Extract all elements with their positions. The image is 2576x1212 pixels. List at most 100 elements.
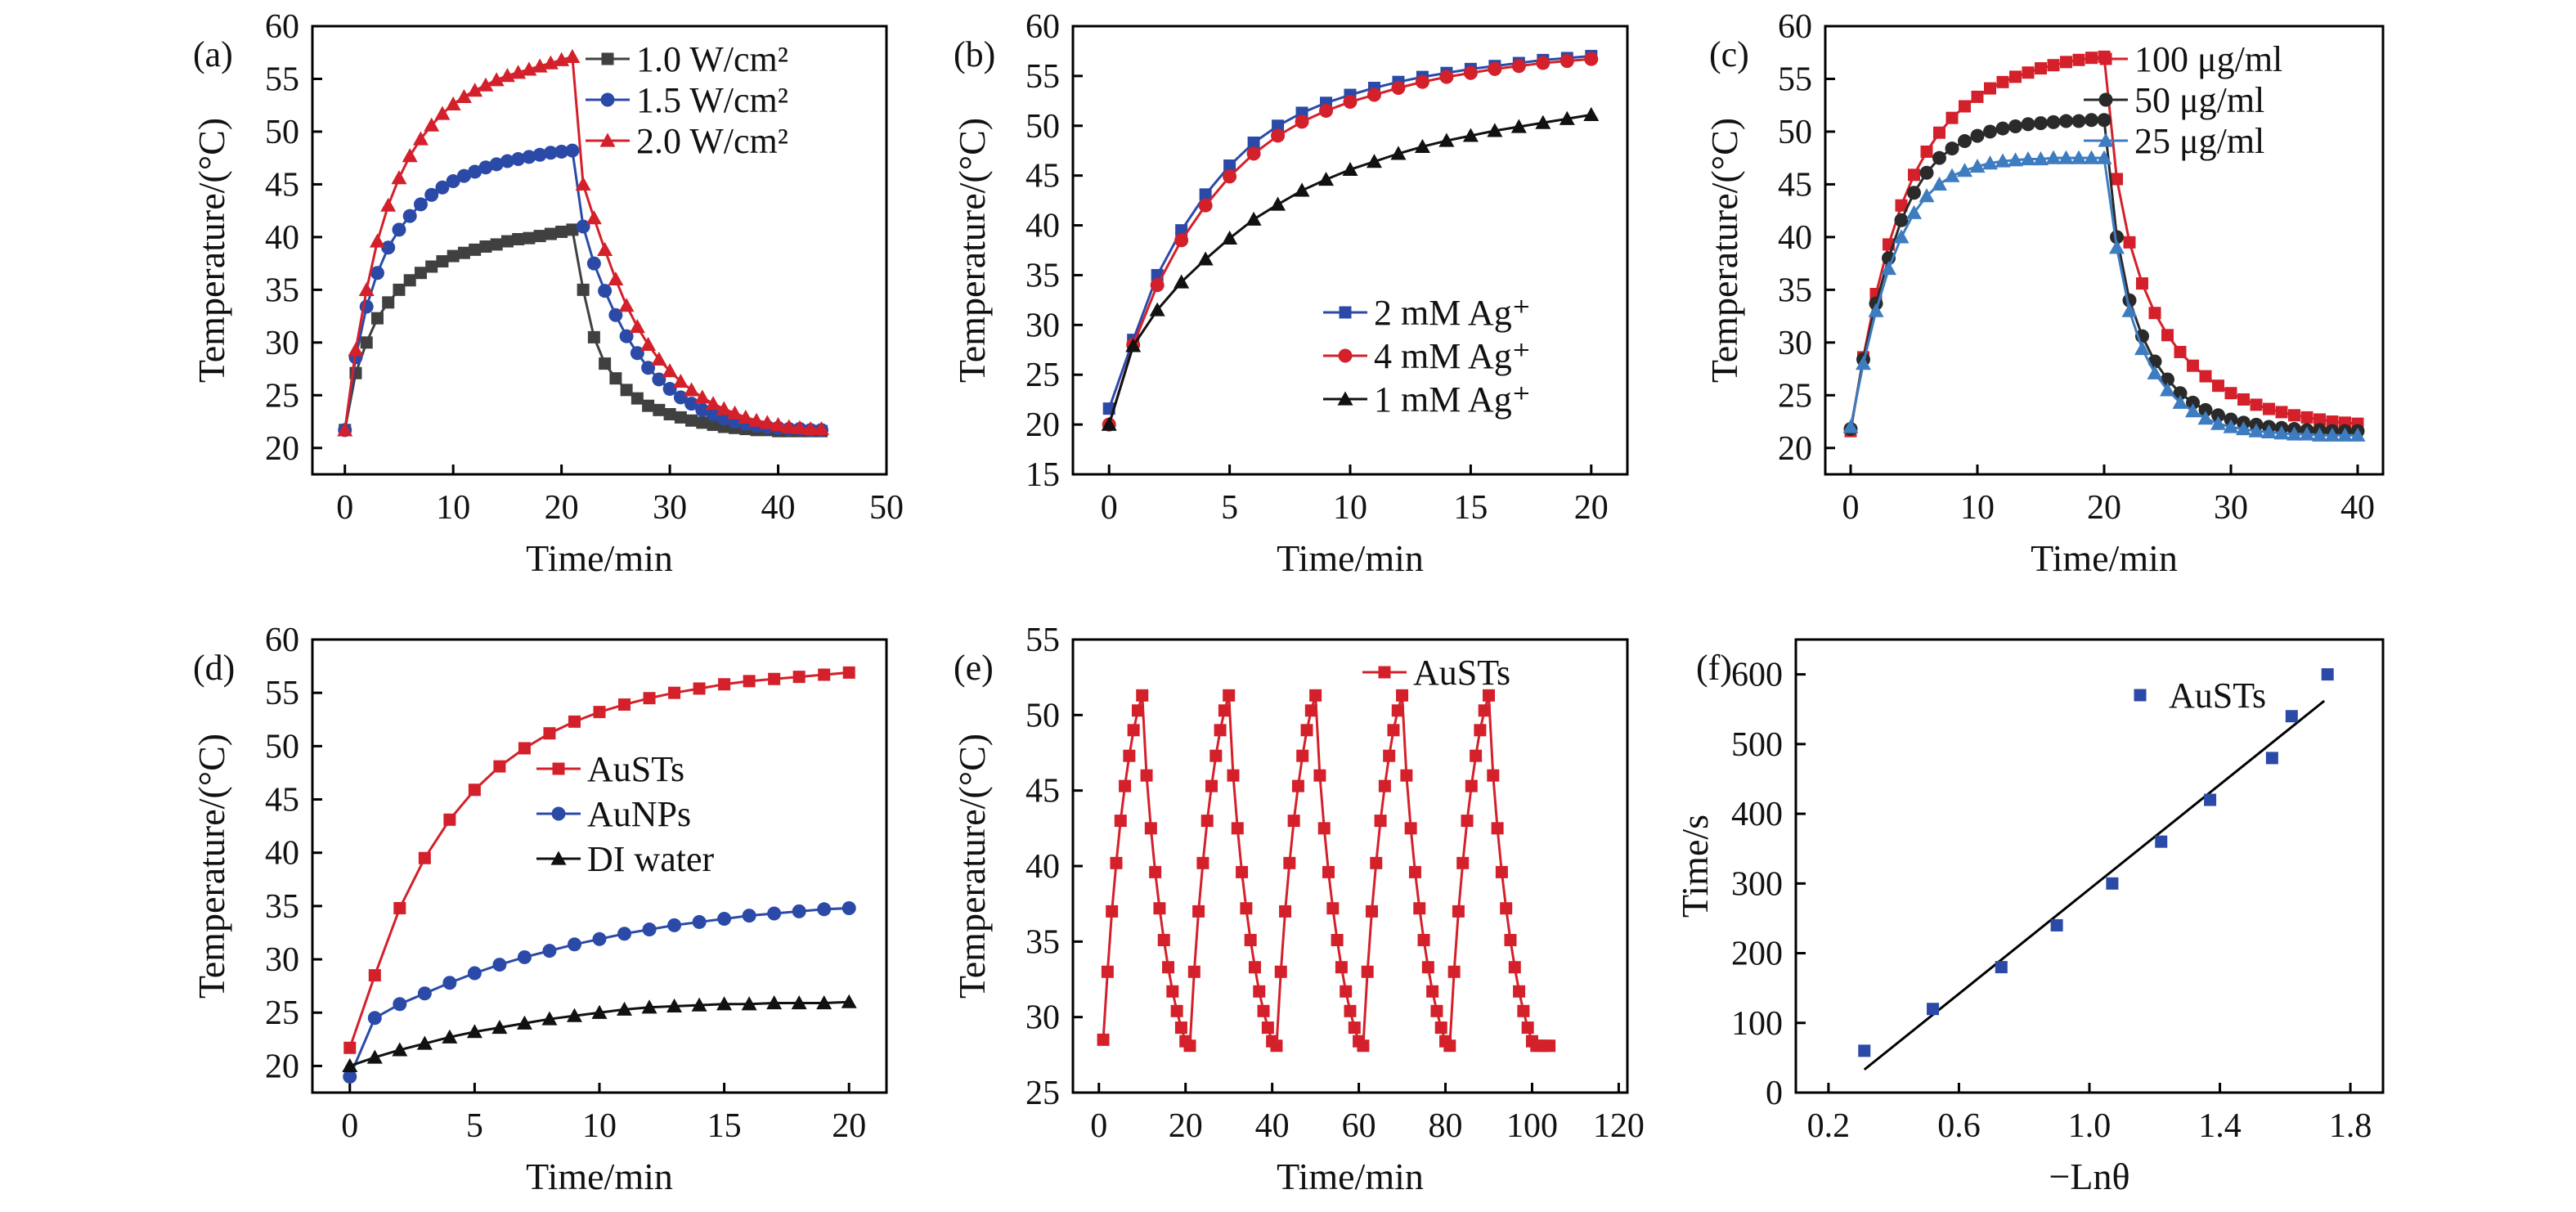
legend-label: AuSTs <box>587 749 684 789</box>
data-point <box>1157 933 1170 946</box>
data-point <box>1248 961 1261 974</box>
data-point <box>1274 965 1287 978</box>
data-point <box>443 813 456 826</box>
y-tick-label: 25 <box>1025 357 1060 394</box>
data-point <box>2275 406 2288 419</box>
y-tick-label: 40 <box>1025 208 1060 245</box>
data-point <box>1584 52 1599 66</box>
data-point <box>2261 424 2277 439</box>
data-point <box>554 144 569 159</box>
data-point <box>544 227 557 240</box>
data-point <box>1170 1004 1183 1017</box>
data-point <box>1331 933 1344 946</box>
plot-area <box>1842 50 2366 442</box>
y-axis-label: Temperature/(°C) <box>1703 118 1745 383</box>
data-point <box>2197 411 2214 425</box>
panel-label: (e) <box>954 648 994 688</box>
data-point <box>653 403 666 416</box>
x-tick-label: 0 <box>336 489 353 527</box>
data-point <box>643 692 656 705</box>
data-point <box>516 1015 532 1030</box>
data-point <box>684 397 699 411</box>
data-point <box>668 686 681 699</box>
y-tick-label: 45 <box>265 782 299 819</box>
y-tick-label: 40 <box>265 219 299 257</box>
data-point <box>1996 75 2009 88</box>
data-point <box>1322 865 1335 878</box>
data-point <box>382 296 395 309</box>
data-point <box>1370 856 1383 869</box>
y-tick-label: 50 <box>265 114 299 151</box>
data-point <box>555 225 568 238</box>
x-tick-label: 120 <box>1593 1107 1645 1145</box>
data-point <box>748 412 765 427</box>
y-tick-label: 30 <box>1778 325 1812 362</box>
x-tick-label: 0 <box>1842 489 1860 527</box>
data-point <box>2160 382 2175 397</box>
y-tick-label: 35 <box>1778 272 1812 309</box>
y-tick-label: 55 <box>1025 58 1060 96</box>
data-point <box>424 117 440 132</box>
data-point <box>640 336 657 352</box>
data-point <box>1415 74 1429 89</box>
data-point <box>766 995 783 1010</box>
data-point <box>651 351 667 366</box>
y-tick-label: 55 <box>265 61 299 98</box>
y-tick-label: 55 <box>1778 61 1812 98</box>
data-point <box>533 230 546 243</box>
data-point <box>673 390 688 405</box>
data-point <box>1430 1004 1443 1017</box>
data-point <box>568 715 581 728</box>
x-tick-label: 1.4 <box>2198 1107 2242 1145</box>
plot-frame <box>1794 638 2385 1094</box>
data-point <box>1245 211 1262 226</box>
data-point <box>2072 53 2085 66</box>
y-tick-label: 20 <box>265 1048 299 1085</box>
data-point <box>706 407 720 422</box>
data-point <box>1174 274 1190 289</box>
data-point <box>1504 933 1517 946</box>
data-point <box>493 760 506 773</box>
data-point <box>1856 356 1871 370</box>
x-tick-label: 0 <box>1090 1107 1107 1145</box>
data-point <box>685 414 698 427</box>
data-point <box>2111 173 2123 186</box>
data-point <box>456 168 471 183</box>
legend-label: 2.0 W/cm² <box>636 121 788 161</box>
data-point <box>500 154 514 168</box>
data-point <box>1153 902 1166 915</box>
data-point <box>2236 421 2251 436</box>
x-tick-label: 10 <box>582 1107 617 1145</box>
data-point <box>818 668 831 681</box>
data-point <box>381 240 396 255</box>
x-tick-label: 20 <box>832 1107 866 1145</box>
data-point <box>617 927 632 941</box>
data-point <box>768 672 781 685</box>
legend-label: 2 mM Ag⁺ <box>1374 293 1531 333</box>
data-point <box>2008 119 2022 133</box>
data-point <box>424 187 439 202</box>
data-point <box>1396 689 1409 702</box>
data-point <box>1970 128 1985 143</box>
panel-c: (c) 0 10 20 30 40 20 25 30 35 40 45 50 55 60 Time/min Te… <box>1703 8 2385 579</box>
data-point <box>1097 1033 1110 1046</box>
series-0 <box>1097 689 1556 1053</box>
data-point <box>2326 415 2339 429</box>
legend-label: AuSTs <box>1413 653 1510 693</box>
data-point <box>518 742 531 755</box>
legend-label: 1.5 W/cm² <box>636 80 788 120</box>
data-point <box>2337 427 2353 442</box>
data-point <box>2109 240 2125 254</box>
data-point <box>1344 1004 1357 1017</box>
data-point <box>1223 169 1237 184</box>
data-point <box>652 372 666 387</box>
x-tick-label: 20 <box>1574 489 1609 527</box>
x-tick-label: 30 <box>653 489 687 527</box>
data-point <box>368 969 381 982</box>
data-point <box>1357 1039 1370 1053</box>
data-point <box>1283 856 1296 869</box>
data-point <box>618 698 631 711</box>
data-point <box>2071 114 2086 128</box>
y-tick-label: 30 <box>1025 999 1060 1037</box>
